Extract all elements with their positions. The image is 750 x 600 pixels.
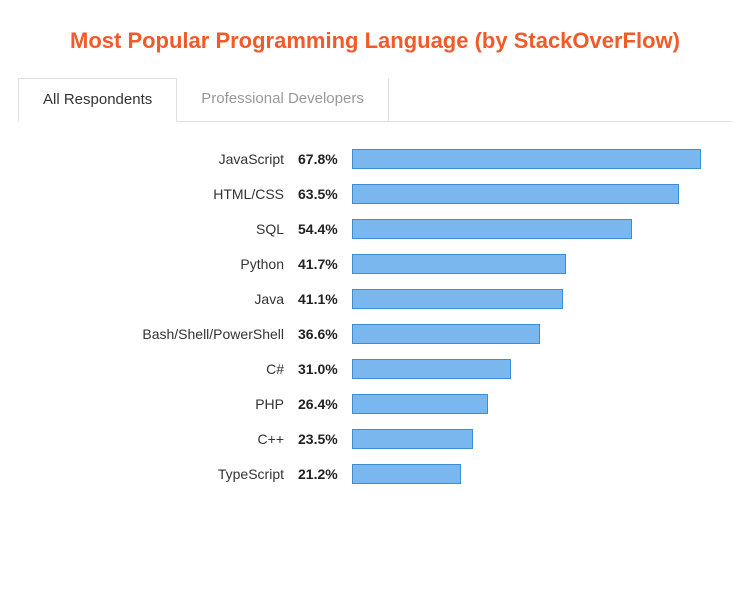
tab-label: All Respondents <box>43 91 152 108</box>
bar-percent: 54.4% <box>298 221 352 237</box>
bar-row: TypeScript21.2% <box>18 463 712 485</box>
chart-container: Most Popular Programming Language (by St… <box>0 0 750 518</box>
bar-label: SQL <box>18 221 298 237</box>
bar-track <box>352 394 712 414</box>
tab-professional-developers[interactable]: Professional Developers <box>177 78 389 121</box>
bar-label: TypeScript <box>18 466 298 482</box>
bar-fill <box>352 429 473 449</box>
bar-percent: 26.4% <box>298 396 352 412</box>
bar-row: Bash/Shell/PowerShell36.6% <box>18 323 712 345</box>
bar-fill <box>352 394 488 414</box>
tab-label: Professional Developers <box>201 90 364 107</box>
bar-fill <box>352 359 511 379</box>
bar-row: JavaScript67.8% <box>18 148 712 170</box>
bar-label: C# <box>18 361 298 377</box>
bar-label: HTML/CSS <box>18 186 298 202</box>
bar-track <box>352 289 712 309</box>
bar-track <box>352 149 712 169</box>
bar-row: PHP26.4% <box>18 393 712 415</box>
bar-track <box>352 324 712 344</box>
bar-track <box>352 429 712 449</box>
bar-row: Python41.7% <box>18 253 712 275</box>
chart-title: Most Popular Programming Language (by St… <box>18 28 732 54</box>
bar-label: C++ <box>18 431 298 447</box>
bar-percent: 21.2% <box>298 466 352 482</box>
bar-row: Java41.1% <box>18 288 712 310</box>
bar-label: PHP <box>18 396 298 412</box>
bar-row: SQL54.4% <box>18 218 712 240</box>
bar-label: Python <box>18 256 298 272</box>
bar-fill <box>352 289 563 309</box>
tab-all-respondents[interactable]: All Respondents <box>18 78 177 122</box>
bar-fill <box>352 324 540 344</box>
bar-percent: 41.7% <box>298 256 352 272</box>
tab-bar: All Respondents Professional Developers <box>18 78 732 122</box>
bar-track <box>352 219 712 239</box>
bar-label: Bash/Shell/PowerShell <box>18 326 298 342</box>
bar-percent: 23.5% <box>298 431 352 447</box>
bar-percent: 67.8% <box>298 151 352 167</box>
bar-fill <box>352 219 632 239</box>
bar-percent: 63.5% <box>298 186 352 202</box>
bar-fill <box>352 184 679 204</box>
bar-percent: 36.6% <box>298 326 352 342</box>
bar-track <box>352 359 712 379</box>
bar-percent: 41.1% <box>298 291 352 307</box>
bar-row: C++23.5% <box>18 428 712 450</box>
bar-percent: 31.0% <box>298 361 352 377</box>
bar-fill <box>352 149 701 169</box>
bar-row: C#31.0% <box>18 358 712 380</box>
bar-chart: JavaScript67.8% HTML/CSS63.5% SQL54.4% Pyth… <box>18 148 732 485</box>
bar-row: HTML/CSS63.5% <box>18 183 712 205</box>
bar-fill <box>352 254 566 274</box>
bar-track <box>352 254 712 274</box>
bar-fill <box>352 464 461 484</box>
bar-track <box>352 464 712 484</box>
bar-track <box>352 184 712 204</box>
bar-label: Java <box>18 291 298 307</box>
bar-label: JavaScript <box>18 151 298 167</box>
